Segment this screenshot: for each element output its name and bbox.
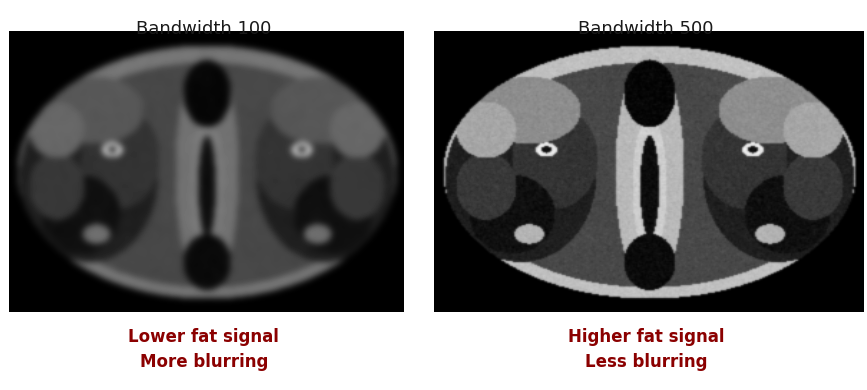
Text: Higher fat signal
Less blurring: Higher fat signal Less blurring [568, 328, 724, 370]
Text: Lower fat signal
More blurring: Lower fat signal More blurring [128, 328, 279, 370]
Text: Bandwidth 100: Bandwidth 100 [136, 20, 271, 37]
Text: Bandwidth 500: Bandwidth 500 [578, 20, 714, 37]
